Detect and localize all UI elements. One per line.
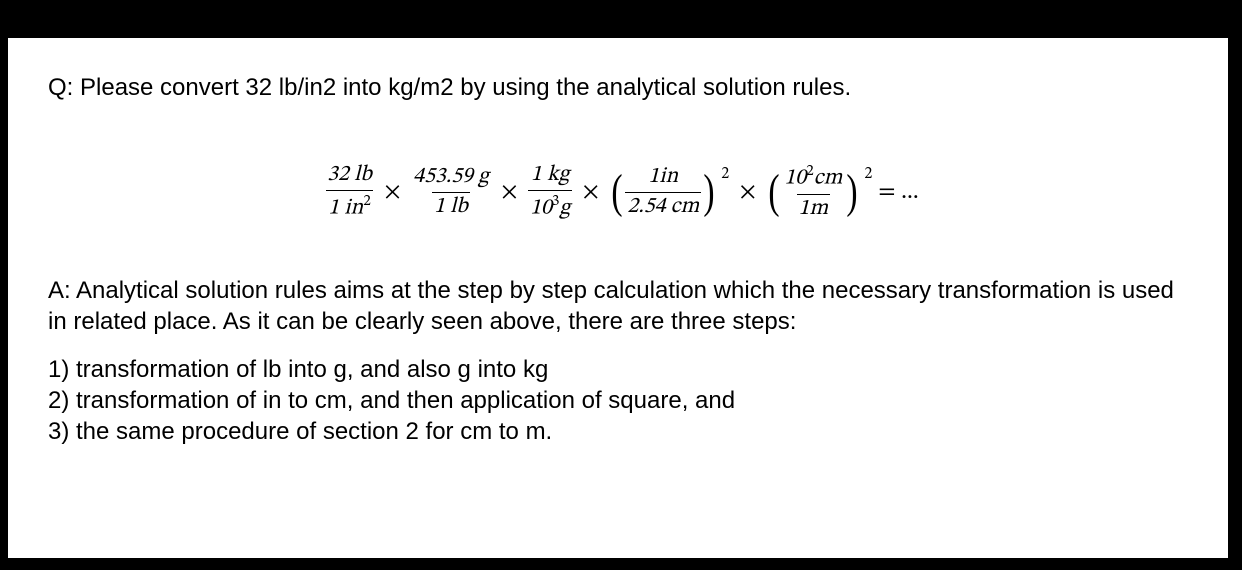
fraction-4: 1in 2.54 cm: [625, 165, 701, 221]
lparen-2: (: [769, 173, 780, 211]
f5-num-base: 10: [784, 167, 806, 189]
paren-group-2: ( 102cm 1m ): [766, 163, 860, 222]
f3-den: 103g: [528, 190, 572, 222]
f4-den: 2.54 cm: [625, 192, 701, 220]
times-3: ×: [578, 180, 603, 204]
fraction-3: 1 kg 103g: [528, 163, 572, 222]
rparen-1: ): [704, 173, 715, 211]
f1-den-exp: 2: [363, 193, 371, 209]
rparen-2: ): [847, 173, 858, 211]
f3-num: 1 kg: [529, 163, 571, 190]
fraction-2: 453.59 g 1 lb: [411, 165, 491, 221]
f1-num: 32 lb: [325, 163, 374, 190]
steps-block: 1) transformation of lb into g, and also…: [48, 355, 1196, 447]
f5-num-unit: cm: [814, 167, 843, 189]
fraction-5: 102cm 1m: [782, 163, 844, 222]
f5-num-exp: 2: [806, 163, 814, 179]
times-1: ×: [380, 180, 405, 204]
f3-den-unit: g: [559, 198, 570, 220]
f5-den: 1m: [797, 194, 831, 222]
f5-num: 102cm: [782, 163, 844, 194]
f1-den: 1 in2: [326, 190, 373, 222]
times-2: ×: [497, 180, 522, 204]
times-4: ×: [735, 180, 760, 204]
paren2-exp: 2: [864, 166, 872, 182]
paren-group-1: ( 1in 2.54 cm ): [609, 165, 717, 221]
question-text: Q: Please convert 32 lb/in2 into kg/m2 b…: [48, 74, 1196, 102]
f2-num: 453.59 g: [411, 165, 491, 192]
f4-num: 1in: [646, 165, 680, 192]
equation-block: 32 lb 1 in2 × 453.59 g 1 lb × 1 kg 103g …: [48, 162, 1196, 222]
f3-den-base: 10: [530, 198, 552, 220]
step-1: 1) transformation of lb into g, and also…: [48, 355, 1196, 386]
document-page: Q: Please convert 32 lb/in2 into kg/m2 b…: [8, 38, 1228, 558]
f1-den-base: 1 in: [328, 198, 363, 220]
fraction-1: 32 lb 1 in2: [325, 163, 374, 222]
lparen-1: (: [612, 173, 623, 211]
step-3: 3) the same procedure of section 2 for c…: [48, 417, 1196, 448]
answer-intro: A: Analytical solution rules aims at the…: [48, 276, 1196, 337]
step-2: 2) transformation of in to cm, and then …: [48, 386, 1196, 417]
paren1-exp: 2: [721, 166, 729, 182]
eq-tail: = ...: [878, 180, 919, 204]
f2-den: 1 lb: [432, 192, 470, 220]
